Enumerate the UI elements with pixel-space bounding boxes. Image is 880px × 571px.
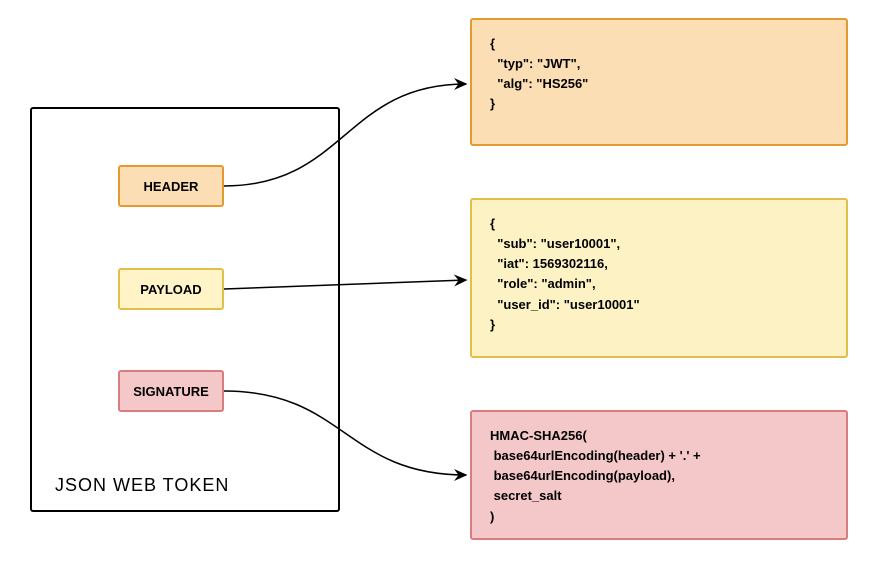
header-label: HEADER bbox=[144, 179, 199, 194]
signature-label: SIGNATURE bbox=[133, 384, 209, 399]
header-code: { "typ": "JWT", "alg": "HS256" } bbox=[490, 36, 588, 111]
jwt-part-payload: PAYLOAD bbox=[118, 268, 224, 310]
diagram-stage: JSON WEB TOKEN HEADER PAYLOAD SIGNATURE … bbox=[0, 0, 880, 571]
payload-code-box: { "sub": "user10001", "iat": 1569302116,… bbox=[470, 198, 848, 358]
payload-label: PAYLOAD bbox=[140, 282, 201, 297]
signature-code: HMAC-SHA256( base64urlEncoding(header) +… bbox=[490, 428, 704, 524]
jwt-title: JSON WEB TOKEN bbox=[55, 475, 229, 496]
signature-code-box: HMAC-SHA256( base64urlEncoding(header) +… bbox=[470, 410, 848, 540]
jwt-part-signature: SIGNATURE bbox=[118, 370, 224, 412]
header-code-box: { "typ": "JWT", "alg": "HS256" } bbox=[470, 18, 848, 146]
payload-code: { "sub": "user10001", "iat": 1569302116,… bbox=[490, 216, 640, 332]
jwt-part-header: HEADER bbox=[118, 165, 224, 207]
